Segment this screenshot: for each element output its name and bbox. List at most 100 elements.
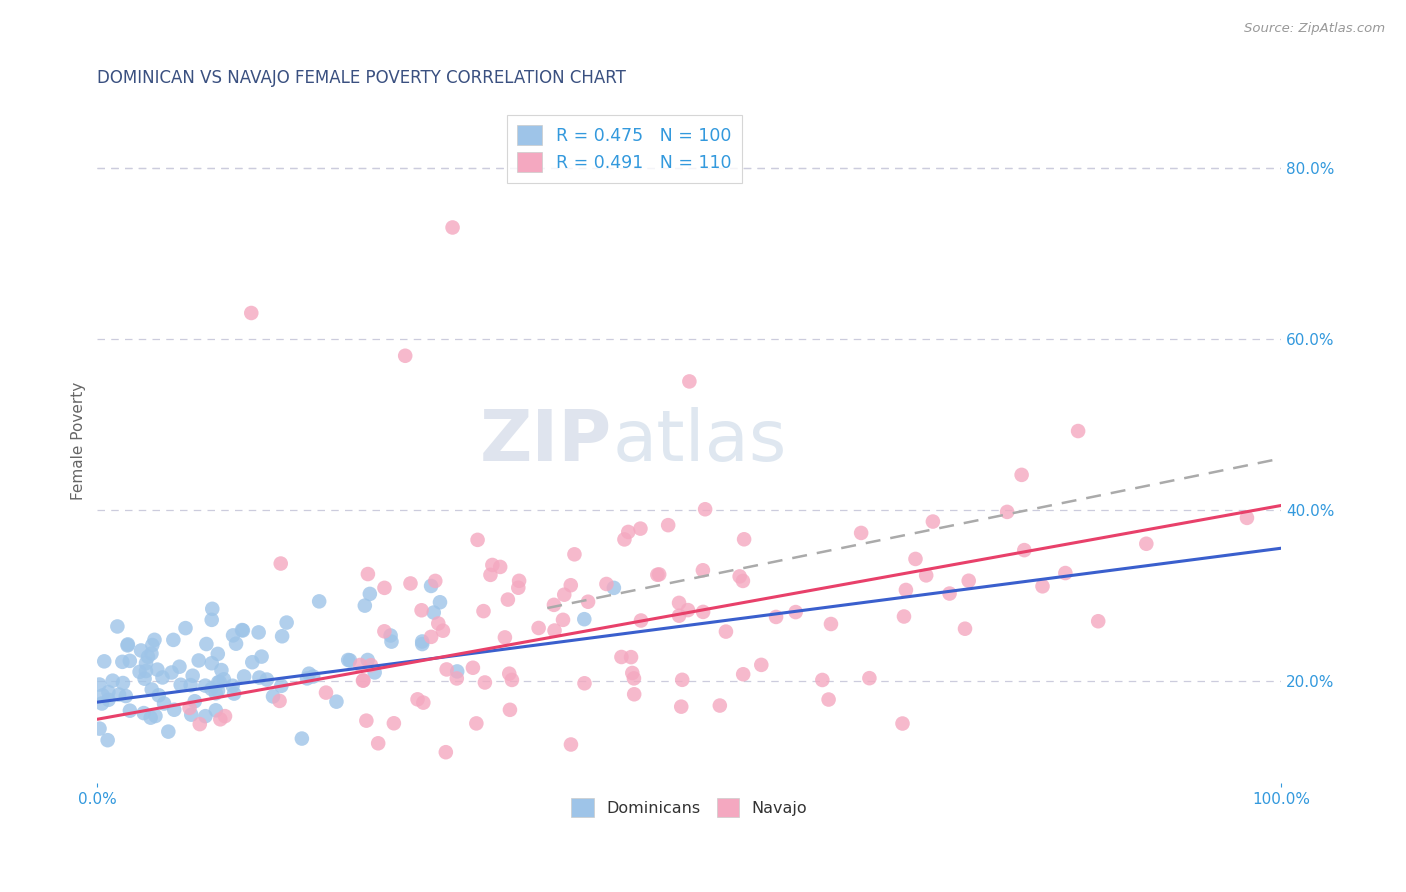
Point xyxy=(207,647,229,661)
Point xyxy=(90,697,112,711)
Point xyxy=(201,602,224,616)
Text: DOMINICAN VS NAVAJO FEMALE POVERTY CORRELATION CHART: DOMINICAN VS NAVAJO FEMALE POVERTY CORRE… xyxy=(97,69,626,87)
Point xyxy=(668,596,690,610)
Point xyxy=(132,706,155,720)
Point xyxy=(240,655,263,669)
Point xyxy=(411,603,433,617)
Point xyxy=(595,577,617,591)
Point xyxy=(97,685,120,699)
Point xyxy=(114,689,136,703)
Point xyxy=(162,632,184,647)
Point xyxy=(146,663,169,677)
Point xyxy=(117,639,139,653)
Point xyxy=(610,650,633,665)
Point xyxy=(200,681,222,696)
Point xyxy=(134,672,156,686)
Point xyxy=(208,675,231,690)
Point xyxy=(145,709,167,723)
Point xyxy=(623,672,645,686)
Point xyxy=(560,578,582,592)
Point xyxy=(420,630,443,644)
Point xyxy=(143,632,166,647)
Point xyxy=(209,712,232,726)
Point xyxy=(207,675,229,690)
Point xyxy=(494,631,516,645)
Point xyxy=(938,586,960,600)
Point xyxy=(630,522,652,536)
Point xyxy=(352,673,374,688)
Point xyxy=(357,567,380,582)
Point xyxy=(276,615,298,630)
Point xyxy=(247,671,270,685)
Point xyxy=(298,666,321,681)
Point xyxy=(187,653,209,667)
Point xyxy=(676,603,699,617)
Point xyxy=(256,673,278,687)
Point xyxy=(194,679,217,693)
Point xyxy=(765,610,787,624)
Point xyxy=(247,625,270,640)
Point xyxy=(339,653,361,667)
Point xyxy=(411,637,433,651)
Point xyxy=(422,606,444,620)
Point xyxy=(820,617,842,632)
Point xyxy=(163,703,186,717)
Point xyxy=(621,665,644,680)
Point xyxy=(692,563,714,577)
Point xyxy=(380,634,402,648)
Point xyxy=(436,662,458,676)
Point xyxy=(441,220,464,235)
Point xyxy=(135,656,157,670)
Point xyxy=(353,599,375,613)
Point xyxy=(915,568,938,582)
Point xyxy=(709,698,731,713)
Point xyxy=(169,659,191,673)
Point xyxy=(349,657,371,672)
Point xyxy=(461,661,484,675)
Point xyxy=(731,574,754,588)
Point xyxy=(105,619,128,633)
Point xyxy=(207,683,229,698)
Point xyxy=(373,581,395,595)
Point xyxy=(668,608,690,623)
Point xyxy=(695,502,717,516)
Point xyxy=(180,678,202,692)
Point xyxy=(692,605,714,619)
Point xyxy=(97,733,120,747)
Point xyxy=(337,653,360,667)
Point xyxy=(411,634,433,648)
Point xyxy=(620,650,643,665)
Point xyxy=(1135,537,1157,551)
Point xyxy=(714,624,737,639)
Point xyxy=(221,679,243,693)
Point xyxy=(603,581,626,595)
Point xyxy=(1236,511,1258,525)
Point xyxy=(432,624,454,638)
Point xyxy=(89,677,111,691)
Point xyxy=(465,716,488,731)
Point xyxy=(117,637,139,651)
Point xyxy=(891,716,914,731)
Point xyxy=(357,653,380,667)
Y-axis label: Female Poverty: Female Poverty xyxy=(72,382,86,500)
Point xyxy=(678,375,700,389)
Point xyxy=(308,594,330,608)
Point xyxy=(496,592,519,607)
Point xyxy=(233,669,256,683)
Point xyxy=(201,613,224,627)
Point xyxy=(501,673,523,687)
Point xyxy=(425,574,447,588)
Point xyxy=(657,518,679,533)
Point xyxy=(118,704,141,718)
Point xyxy=(209,663,232,677)
Point xyxy=(785,605,807,619)
Point xyxy=(647,567,669,582)
Point xyxy=(129,643,152,657)
Point xyxy=(135,664,157,678)
Point xyxy=(817,692,839,706)
Point xyxy=(141,638,163,652)
Point xyxy=(429,595,451,609)
Point xyxy=(302,669,325,683)
Point xyxy=(179,701,201,715)
Point xyxy=(174,621,197,635)
